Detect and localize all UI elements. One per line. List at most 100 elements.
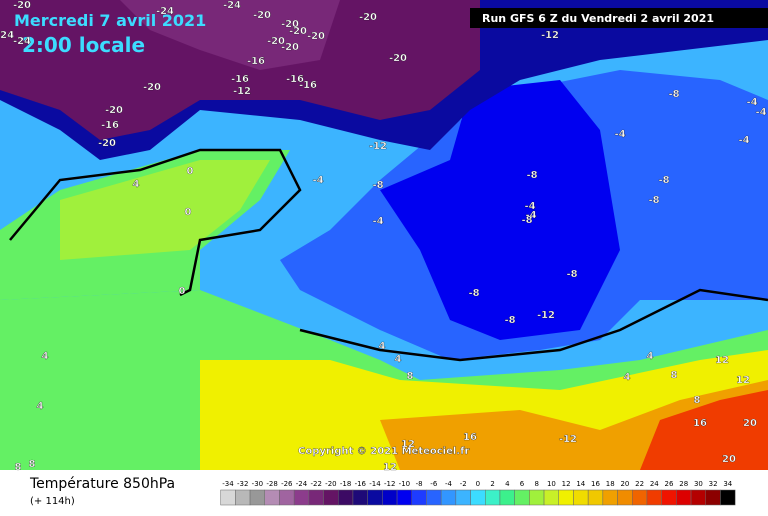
contour-label: -20 (289, 26, 307, 37)
contour-label: 12 (736, 375, 750, 386)
contour-label: -4 (524, 201, 535, 212)
scale-tick-label: 26 (665, 480, 674, 488)
contour-label: -8 (372, 180, 383, 191)
contour-label: 0 (187, 166, 194, 177)
scale-tick-label: -20 (325, 480, 336, 488)
contour-label: 0 (179, 286, 186, 297)
contour-label: -4 (312, 175, 323, 186)
scale-tick-label: -14 (369, 480, 381, 488)
scale-swatch (440, 489, 457, 506)
contour-label: -4 (738, 135, 749, 146)
scale-tick-label: -24 (296, 480, 308, 488)
scale-swatch (485, 489, 501, 506)
contour-label: 4 (37, 401, 44, 412)
contour-label: -20 (389, 53, 407, 64)
scale-tick-label: -18 (340, 480, 351, 488)
contour-label: -8 (658, 175, 669, 186)
scale-swatch (632, 489, 648, 506)
contour-label: -20 (281, 42, 299, 53)
scale-swatch (235, 489, 251, 506)
contour-label: 8 (407, 371, 414, 382)
scale-swatch (426, 489, 442, 506)
contour-label: 4 (624, 372, 631, 383)
scale-swatch (690, 489, 706, 506)
scale-swatch (602, 489, 618, 506)
scale-tick-label: 34 (723, 480, 732, 488)
contour-label: -16 (247, 56, 265, 67)
contour-label: -20 (307, 31, 325, 42)
scale-tick-label: 2 (490, 480, 494, 488)
contour-label: -8 (504, 315, 515, 326)
scale-tick-label: 10 (547, 480, 556, 488)
contour-label: -4 (746, 97, 757, 108)
legend-lead: (+ 114h) (30, 496, 75, 507)
contour-label: -16 (286, 74, 304, 85)
contour-label: 20 (722, 454, 736, 465)
scale-tick-label: -28 (266, 480, 277, 488)
contour-label: -24 (156, 6, 174, 17)
scale-tick-label: 24 (650, 480, 659, 488)
scale-tick-label: -30 (252, 480, 263, 488)
contour-label: -20 (105, 105, 123, 116)
scale-swatch (367, 489, 383, 506)
scale-swatch (705, 489, 721, 506)
scale-swatch (558, 489, 574, 506)
scale-swatch (499, 489, 515, 506)
scale-tick-label: 18 (606, 480, 615, 488)
run-box (470, 8, 768, 28)
contour-label: 4 (647, 351, 654, 362)
scale-tick-label: -10 (399, 480, 410, 488)
scale-swatch (352, 489, 368, 506)
scale-swatch (220, 489, 236, 506)
scale-swatch (661, 489, 677, 506)
scale-tick-label: 22 (635, 480, 644, 488)
scale-tick-label: -26 (281, 480, 293, 488)
scale-tick-label: -34 (222, 480, 234, 488)
scale-tick-label: -4 (445, 480, 453, 488)
contour-label: -16 (101, 120, 119, 131)
contour-labels: -20-24-24-20-20-24-24-20-20-20-20-20-12-… (0, 0, 767, 473)
scale-swatch (323, 489, 339, 506)
contour-label: -4 (614, 129, 625, 140)
map-region (380, 80, 620, 340)
scale-swatch (529, 489, 545, 506)
scale-swatch (382, 489, 398, 506)
contour-label: 4 (133, 179, 140, 190)
contour-label: -4 (525, 210, 536, 221)
contour-label: -20 (143, 82, 161, 93)
scale-swatch (470, 489, 486, 506)
scale-tick-label: 4 (505, 480, 510, 488)
run-info: Run GFS 6 Z du Vendredi 2 avril 2021 (482, 12, 714, 25)
contour-label: 4 (379, 341, 386, 352)
scale-swatch (279, 489, 295, 506)
legend-title: Température 850hPa (29, 476, 175, 492)
contour-label: -16 (231, 74, 249, 85)
scale-swatch (338, 489, 354, 506)
contour-label: 4 (395, 354, 402, 365)
contour-label: -20 (98, 138, 116, 149)
map-region (120, 0, 340, 70)
contour-label: 4 (42, 351, 49, 362)
contour-label: 8 (694, 395, 701, 406)
contour-label: -4 (372, 216, 383, 227)
scale-swatch (514, 489, 530, 506)
scale-swatch (646, 489, 662, 506)
scale-tick-label: 0 (476, 480, 480, 488)
scale-swatch (264, 489, 280, 506)
contour-label: -12 (559, 434, 577, 445)
contour-label: 8 (671, 370, 678, 381)
contour-label: -12 (369, 141, 387, 152)
contour-label: 8 (29, 459, 36, 470)
contour-label: 0 (185, 207, 192, 218)
scale-swatch (573, 489, 589, 506)
contour-label: 8 (15, 462, 22, 473)
contour-label: -24 (0, 30, 14, 41)
scale-swatch (543, 489, 559, 506)
scale-swatch (249, 489, 266, 506)
contour-label: -24 (223, 0, 241, 11)
scale-tick-label: 12 (562, 480, 571, 488)
zero-contour (9, 148, 768, 362)
contour-label: 12 (715, 355, 729, 366)
scale-tick-label: -2 (460, 480, 467, 488)
